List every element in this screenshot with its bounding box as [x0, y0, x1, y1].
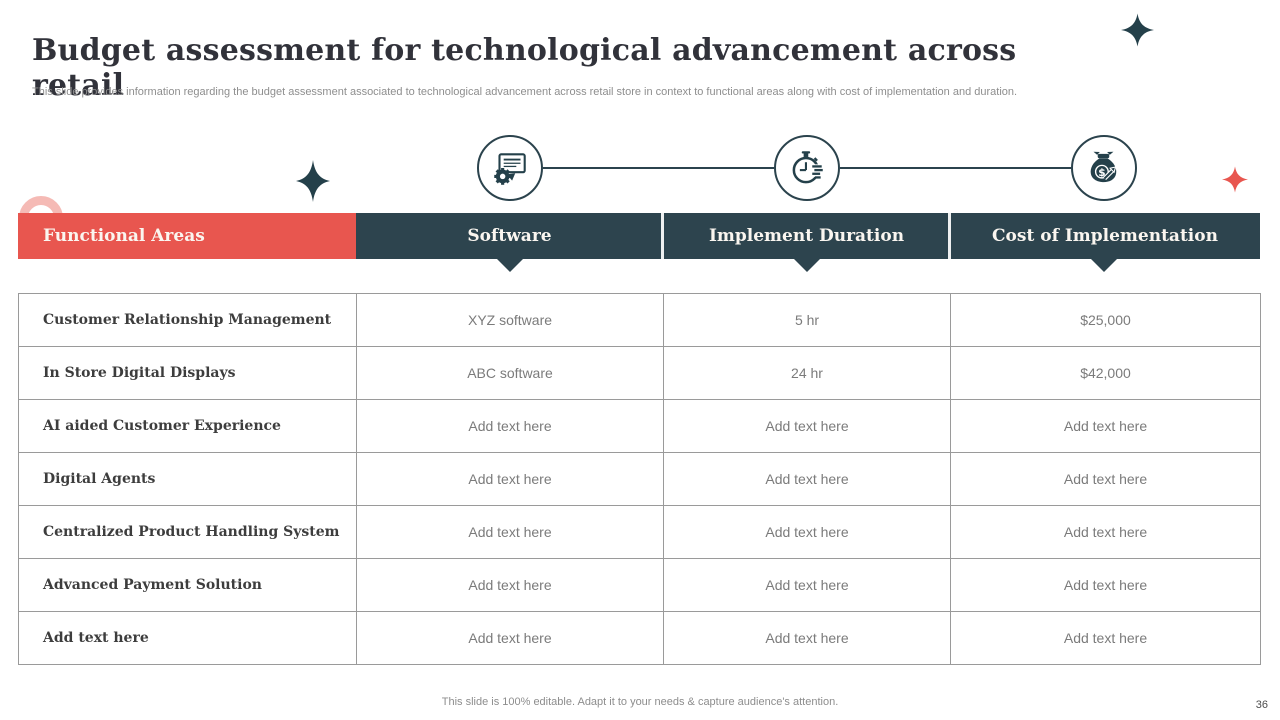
stopwatch-icon [792, 151, 824, 184]
cell-software[interactable]: Add text here [356, 505, 664, 559]
cell-implement-duration[interactable]: Add text here [663, 611, 951, 665]
cell-software[interactable]: Add text here [356, 399, 664, 453]
pointer-triangle [497, 259, 523, 272]
table-row: In Store Digital Displays ABC software 2… [18, 346, 1261, 400]
pointer-triangle [1091, 259, 1117, 272]
header-label: Software [467, 226, 552, 246]
pointer-triangle [794, 259, 820, 272]
cell-functional-area[interactable]: Customer Relationship Management [18, 293, 357, 347]
page-title: Budget assessment for technological adva… [32, 33, 1017, 103]
cell-implement-duration[interactable]: 24 hr [663, 346, 951, 400]
header-divider [948, 213, 951, 259]
footer-note: This slide is 100% editable. Adapt it to… [441, 696, 839, 708]
header-implement-duration[interactable]: Implement Duration [663, 213, 950, 259]
table-row: Centralized Product Handling System Add … [18, 505, 1261, 559]
cell-implement-duration[interactable]: Add text here [663, 558, 951, 612]
cell-functional-area[interactable]: In Store Digital Displays [18, 346, 357, 400]
cell-cost[interactable]: Add text here [950, 611, 1261, 665]
cell-software[interactable]: ABC software [356, 346, 664, 400]
cell-software[interactable]: Add text here [356, 611, 664, 665]
table-row: Advanced Payment Solution Add text here … [18, 558, 1261, 612]
header-label: Functional Areas [43, 226, 205, 246]
cell-cost[interactable]: Add text here [950, 452, 1261, 506]
sparkle-icon-red-right [1222, 166, 1248, 193]
cell-cost[interactable]: $42,000 [950, 346, 1261, 400]
cell-software[interactable]: Add text here [356, 452, 664, 506]
sparkle-icon-dark-left [296, 160, 330, 202]
sparkle-icon-dark-top-right [1121, 13, 1154, 47]
table-row: Digital Agents Add text here Add text he… [18, 452, 1261, 506]
timeline-step-duration [774, 135, 840, 201]
certificate-icon [494, 153, 526, 185]
header-label: Implement Duration [708, 226, 905, 246]
money-bag-icon: $ [1090, 151, 1117, 183]
header-divider [661, 213, 664, 259]
cell-implement-duration[interactable]: Add text here [663, 452, 951, 506]
header-functional-areas[interactable]: Functional Areas [18, 213, 356, 259]
cell-functional-area[interactable]: Centralized Product Handling System [18, 505, 357, 559]
cell-implement-duration[interactable]: Add text here [663, 505, 951, 559]
table-row: Customer Relationship Management XYZ sof… [18, 293, 1261, 347]
cell-cost[interactable]: Add text here [950, 505, 1261, 559]
cell-cost[interactable]: $25,000 [950, 293, 1261, 347]
budget-table: Customer Relationship Management XYZ sof… [18, 293, 1261, 665]
table-row: Add text here Add text here Add text her… [18, 611, 1261, 665]
cell-cost[interactable]: Add text here [950, 558, 1261, 612]
header-software[interactable]: Software [356, 213, 663, 259]
svg-text:$: $ [1098, 167, 1105, 179]
table-row: AI aided Customer Experience Add text he… [18, 399, 1261, 453]
cell-functional-area[interactable]: Add text here [18, 611, 357, 665]
cell-functional-area[interactable]: Digital Agents [18, 452, 357, 506]
timeline-step-software [477, 135, 543, 201]
cell-implement-duration[interactable]: 5 hr [663, 293, 951, 347]
header-label: Cost of Implementation [992, 226, 1218, 246]
timeline-step-cost: $ [1071, 135, 1137, 201]
cell-functional-area[interactable]: Advanced Payment Solution [18, 558, 357, 612]
timeline-connector [840, 167, 1071, 169]
cell-software[interactable]: XYZ software [356, 293, 664, 347]
header-cost-of-implementation[interactable]: Cost of Implementation [950, 213, 1260, 259]
cell-implement-duration[interactable]: Add text here [663, 399, 951, 453]
cell-cost[interactable]: Add text here [950, 399, 1261, 453]
page-subtitle: This slide provides information regardin… [32, 86, 1018, 98]
timeline-connector [543, 167, 774, 169]
cell-functional-area[interactable]: AI aided Customer Experience [18, 399, 357, 453]
cell-software[interactable]: Add text here [356, 558, 664, 612]
page-number: 36 [1255, 699, 1268, 711]
